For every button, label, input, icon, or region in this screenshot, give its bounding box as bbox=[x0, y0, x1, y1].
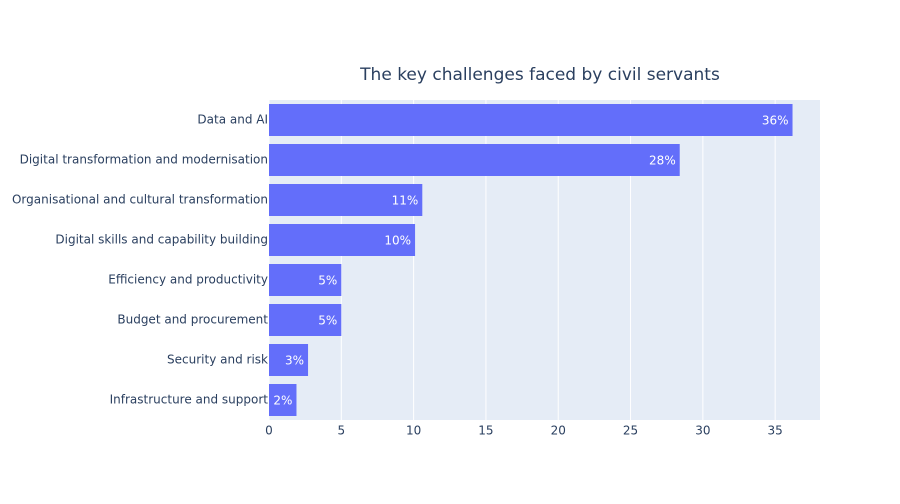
data-label: 5% bbox=[318, 314, 337, 328]
data-label: 10% bbox=[384, 234, 411, 248]
x-tick-label: 35 bbox=[768, 424, 783, 438]
chart-title: The key challenges faced by civil servan… bbox=[359, 65, 720, 85]
bar bbox=[269, 264, 342, 296]
x-tick-label: 30 bbox=[695, 424, 710, 438]
data-label: 2% bbox=[273, 394, 292, 408]
x-tick-label: 25 bbox=[623, 424, 638, 438]
y-tick-label: Efficiency and productivity bbox=[108, 273, 268, 287]
x-tick-label: 5 bbox=[337, 424, 345, 438]
x-tick-label: 20 bbox=[551, 424, 566, 438]
bar bbox=[269, 184, 423, 216]
x-tick-label: 15 bbox=[478, 424, 493, 438]
data-label: 5% bbox=[318, 274, 337, 288]
data-label: 3% bbox=[285, 354, 304, 368]
bar bbox=[269, 344, 309, 376]
data-label: 11% bbox=[392, 194, 419, 208]
y-tick-label: Budget and procurement bbox=[117, 313, 268, 327]
bar bbox=[269, 384, 297, 416]
y-tick-label: Security and risk bbox=[167, 353, 268, 367]
bar bbox=[269, 304, 342, 336]
y-tick-label: Digital skills and capability building bbox=[55, 233, 268, 247]
bar bbox=[269, 104, 793, 136]
y-tick-label: Digital transformation and modernisation bbox=[20, 153, 268, 167]
x-tick-label: 0 bbox=[265, 424, 273, 438]
data-label: 28% bbox=[649, 154, 676, 168]
y-tick-label: Organisational and cultural transformati… bbox=[12, 193, 268, 207]
y-tick-label: Infrastructure and support bbox=[110, 393, 269, 407]
x-tick-label: 10 bbox=[406, 424, 421, 438]
data-label: 36% bbox=[762, 114, 789, 128]
y-tick-label: Data and AI bbox=[197, 113, 268, 127]
bar bbox=[269, 144, 680, 176]
bar bbox=[269, 224, 416, 256]
